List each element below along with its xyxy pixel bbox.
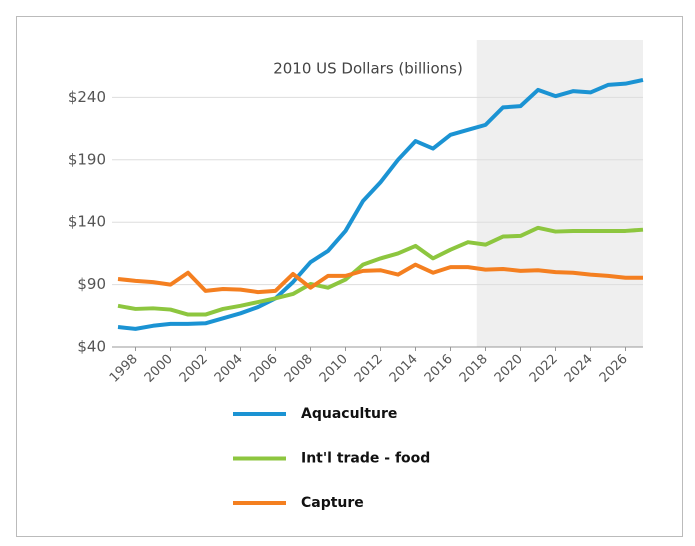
data-line — [117, 77, 644, 331]
x-tick-label: 2014 — [387, 352, 421, 386]
legend-label: Aquaculture — [301, 406, 397, 422]
x-tick-label: 2006 — [247, 352, 281, 386]
x-tick-label: 2024 — [562, 352, 596, 386]
x-tick-label: 2010 — [317, 352, 351, 386]
x-tick-label: 2026 — [597, 352, 631, 386]
x-tick-label: 2012 — [352, 352, 386, 386]
x-tick-label: 2022 — [527, 352, 561, 386]
x-tick-label: 2020 — [492, 352, 526, 386]
x-tick-label: 2002 — [177, 352, 211, 386]
data-line — [117, 225, 644, 317]
x-tick-label: 2004 — [212, 352, 246, 386]
y-tick-label: $190 — [68, 150, 106, 168]
forecast-shade — [476, 40, 643, 347]
x-tick-label: 1998 — [107, 352, 141, 386]
frame — [16, 16, 683, 537]
x-tick-label: 2000 — [142, 352, 176, 386]
x-tick-label: 2008 — [282, 352, 316, 386]
legend-label: Int'l trade - food — [301, 451, 430, 467]
y-tick-label: $240 — [68, 88, 106, 106]
x-tick-label: 2018 — [457, 352, 491, 386]
y-tick-label: $40 — [77, 338, 106, 356]
data-line — [117, 262, 643, 295]
y-tick-label: $90 — [77, 275, 106, 293]
chart-title: 2010 US Dollars (billions) — [273, 60, 463, 78]
y-tick-label: $140 — [68, 213, 106, 231]
legend-label: Capture — [301, 495, 364, 511]
x-tick-label: 2016 — [422, 352, 456, 386]
